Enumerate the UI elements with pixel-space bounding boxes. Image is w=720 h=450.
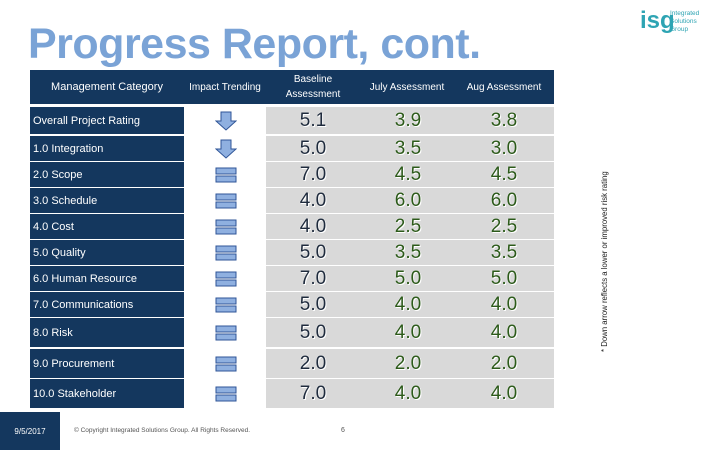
value-july: 3.9 bbox=[394, 110, 422, 131]
value-baseline: 4.0 bbox=[299, 216, 327, 237]
table-row-background bbox=[266, 107, 554, 134]
table-row-category: 5.0 Quality bbox=[30, 240, 184, 265]
down-arrow-icon bbox=[214, 139, 238, 164]
value-aug: 3.5 bbox=[490, 242, 518, 263]
value-july: 2.5 bbox=[394, 216, 422, 237]
value-baseline: 7.0 bbox=[299, 383, 327, 404]
value-july: 3.5 bbox=[394, 138, 422, 159]
table-row-background bbox=[266, 240, 554, 265]
equal-bars-icon bbox=[215, 295, 237, 320]
table-row-category: 3.0 Schedule bbox=[30, 188, 184, 213]
value-aug: 2.0 bbox=[490, 353, 518, 374]
table-row-background bbox=[266, 188, 554, 213]
value-july: 4.0 bbox=[394, 322, 422, 343]
table-row-background bbox=[266, 136, 554, 161]
table-row-background bbox=[266, 379, 554, 408]
value-aug: 3.8 bbox=[490, 110, 518, 131]
header-july-assessment: July Assessment bbox=[360, 70, 454, 104]
table-row-category: 8.0 Risk bbox=[30, 318, 184, 347]
equal-bars-icon bbox=[215, 269, 237, 294]
value-july: 3.5 bbox=[394, 242, 422, 263]
equal-bars-icon bbox=[215, 191, 237, 216]
page-title: Progress Report, cont. bbox=[28, 20, 481, 68]
logo-text: Integrated Solutions Group bbox=[670, 10, 700, 33]
table-row-category: Overall Project Rating bbox=[30, 107, 184, 134]
footer-copyright: © Copyright Integrated Solutions Group. … bbox=[74, 427, 251, 434]
value-baseline: 7.0 bbox=[299, 268, 327, 289]
logo-mark: isg bbox=[640, 7, 675, 34]
page-number: 6 bbox=[341, 427, 345, 434]
value-july: 4.0 bbox=[394, 383, 422, 404]
table-row-category: 6.0 Human Resource bbox=[30, 266, 184, 291]
table-row-category: 10.0 Stakeholder bbox=[30, 379, 184, 408]
footer-date: 9/5/2017 bbox=[0, 412, 60, 450]
value-aug: 5.0 bbox=[490, 268, 518, 289]
header-aug-assessment: Aug Assessment bbox=[454, 70, 554, 104]
value-aug: 4.0 bbox=[490, 322, 518, 343]
equal-bars-icon bbox=[215, 384, 237, 409]
value-july: 6.0 bbox=[394, 190, 422, 211]
table-row-category: 2.0 Scope bbox=[30, 162, 184, 187]
equal-bars-icon bbox=[215, 217, 237, 242]
equal-bars-icon bbox=[215, 354, 237, 379]
value-aug: 2.5 bbox=[490, 216, 518, 237]
table-row-background bbox=[266, 266, 554, 291]
equal-bars-icon bbox=[215, 243, 237, 268]
table-row-category: 9.0 Procurement bbox=[30, 349, 184, 378]
value-july: 4.0 bbox=[394, 294, 422, 315]
header-impact-trending: Impact Trending bbox=[184, 70, 266, 104]
table-row-category: 7.0 Communications bbox=[30, 292, 184, 317]
value-july: 5.0 bbox=[394, 268, 422, 289]
equal-bars-icon bbox=[215, 323, 237, 348]
value-baseline: 5.0 bbox=[299, 294, 327, 315]
value-aug: 4.5 bbox=[490, 164, 518, 185]
value-baseline: 5.0 bbox=[299, 242, 327, 263]
table-row-category: 1.0 Integration bbox=[30, 136, 184, 161]
value-aug: 6.0 bbox=[490, 190, 518, 211]
side-note: * Down arrow reflects a lower or improve… bbox=[600, 171, 609, 352]
value-baseline: 5.1 bbox=[299, 110, 327, 131]
value-july: 2.0 bbox=[394, 353, 422, 374]
table-row-background bbox=[266, 292, 554, 317]
value-baseline: 2.0 bbox=[299, 353, 327, 374]
value-aug: 4.0 bbox=[490, 294, 518, 315]
value-aug: 4.0 bbox=[490, 383, 518, 404]
value-baseline: 5.0 bbox=[299, 322, 327, 343]
table-row-background bbox=[266, 214, 554, 239]
table-row-background bbox=[266, 162, 554, 187]
down-arrow-icon bbox=[214, 111, 238, 136]
table-row-background bbox=[266, 318, 554, 347]
isg-logo: isg Integrated Solutions Group bbox=[640, 8, 714, 36]
value-july: 4.5 bbox=[394, 164, 422, 185]
table-row-background bbox=[266, 349, 554, 378]
value-baseline: 4.0 bbox=[299, 190, 327, 211]
value-aug: 3.0 bbox=[490, 138, 518, 159]
header-management-category: Management Category bbox=[30, 70, 184, 104]
value-baseline: 5.0 bbox=[299, 138, 327, 159]
header-baseline-assessment: Baseline Assessment bbox=[266, 70, 360, 104]
value-baseline: 7.0 bbox=[299, 164, 327, 185]
table-row-category: 4.0 Cost bbox=[30, 214, 184, 239]
equal-bars-icon bbox=[215, 165, 237, 190]
